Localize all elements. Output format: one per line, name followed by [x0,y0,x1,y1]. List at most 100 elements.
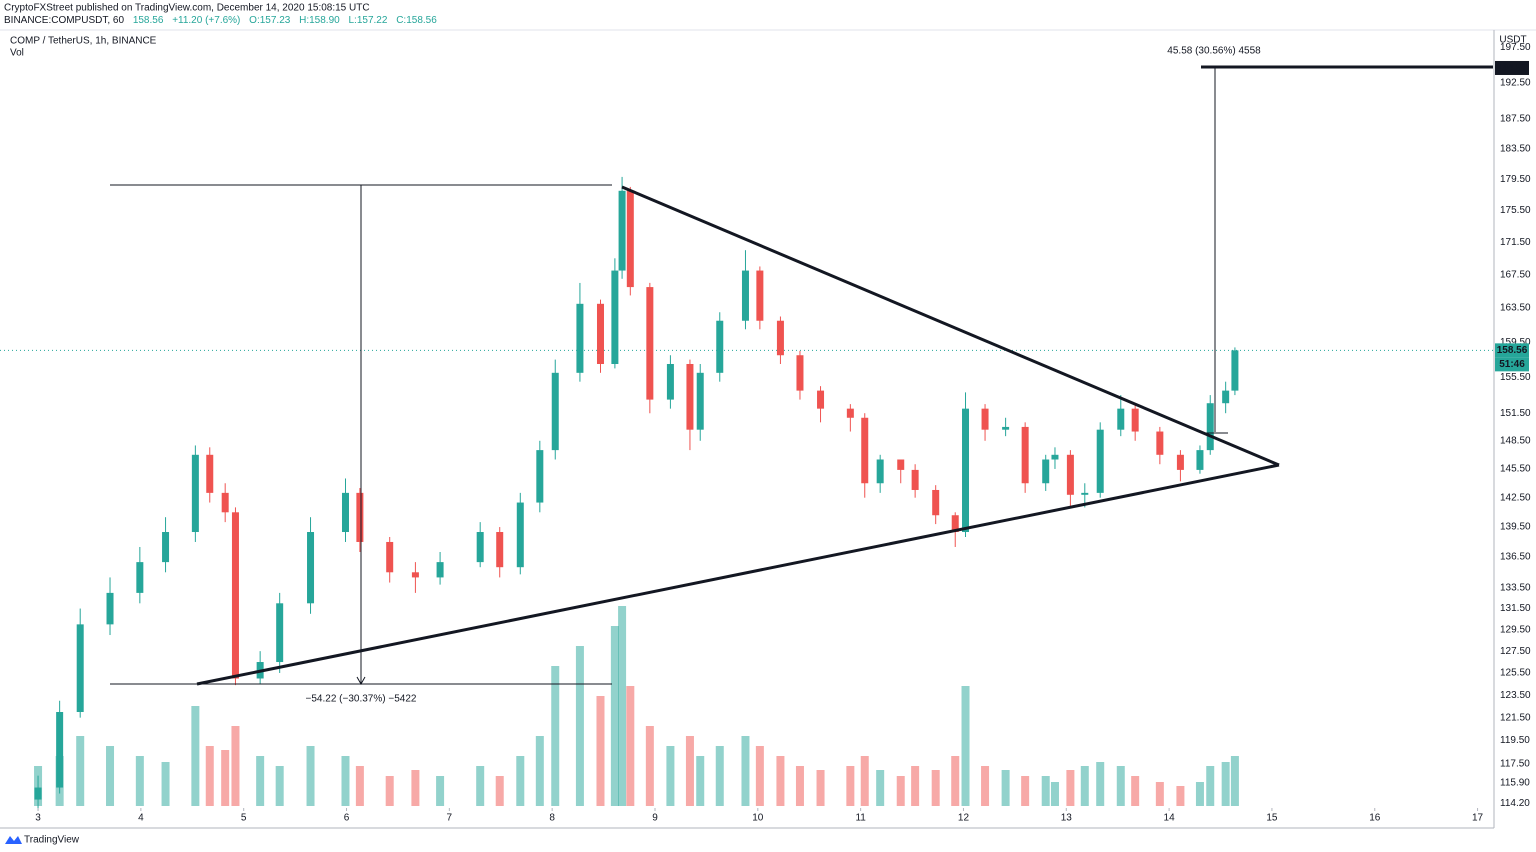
logo [5,836,22,844]
symbol: BINANCE:COMPUSDT, 60 [4,15,124,26]
volume-bar [626,686,635,806]
candle-body [618,190,626,271]
volume-bar [231,726,240,806]
volume-bar [846,766,855,806]
candle-body [276,603,284,663]
candle-body [1196,450,1204,470]
volume-bar [1131,776,1140,806]
volume-bar [1096,762,1105,806]
candle-body [191,454,199,533]
y-tick-label: 192.50 [1500,77,1531,88]
currency: USDT [1499,35,1526,46]
volume-bar [76,736,85,806]
candle-body [516,502,524,568]
volume-bar [610,626,619,806]
target-price-label: 194.57 [1497,63,1528,74]
candle-body [846,408,854,418]
low: L:157.22 [348,15,387,26]
y-tick-label: 171.50 [1500,237,1531,248]
volume-bar [516,756,525,806]
candle-body [34,787,42,800]
brand: TradingView [5,835,80,846]
candle-body [56,711,64,788]
open: O:157.23 [249,15,291,26]
volume-bar [535,736,544,806]
volume-bar [575,646,584,806]
volume-bar [476,766,485,806]
y-tick-label: 183.50 [1500,143,1531,154]
candle-body [307,532,315,604]
candle-body [646,287,654,400]
x-tick-label: 10 [752,813,764,824]
candle-body [776,320,784,356]
candle-body [1021,426,1029,484]
volume-bar [1176,786,1185,806]
volume-bar [776,756,785,806]
series [34,176,1239,811]
volume-bar [205,746,214,806]
candle-body [221,492,229,513]
candle-body [341,492,349,533]
y-tick-label: 121.50 [1500,712,1531,723]
candle-body [106,592,114,625]
y-tick-label: 187.50 [1500,114,1531,125]
volume-bar [135,756,144,806]
volume-bar [860,756,869,806]
candle-body [576,303,584,373]
y-tick-label: 115.90 [1500,777,1530,788]
volume-bar [741,736,750,806]
volume-bar [191,706,200,806]
candle-body [1222,390,1230,404]
volume-bar [696,756,705,806]
candle-body [932,489,940,516]
volume-bar [876,770,885,806]
y-tick-label: 145.50 [1500,464,1531,475]
volume-bar [1041,776,1050,806]
x-tick-label: 5 [241,813,247,824]
y-tick-label: 151.50 [1500,408,1531,419]
volume-bar [355,766,364,806]
drawings [110,65,1493,686]
volume-bar [275,766,284,806]
volume-bar [931,770,940,806]
triangle-resistance [621,185,1280,467]
candle-body [686,363,694,430]
candle-body [1117,408,1125,430]
y-tick-label: 175.50 [1500,205,1531,216]
close: C:158.56 [396,15,437,26]
candle-body [496,532,504,568]
candle-body [1231,350,1239,391]
volume-bar [896,776,905,806]
candle-body [411,572,419,578]
candle-body [136,562,144,593]
candle-body [1206,403,1214,451]
y-tick-label: 197.50 [1500,42,1531,53]
x-tick-label: 14 [1164,813,1176,824]
y-tick-label: 129.50 [1500,624,1531,635]
last-price-label: 158.56 [1497,345,1528,356]
candle-body [626,190,634,288]
high: H:158.90 [299,15,340,26]
x-tick-label: 15 [1266,813,1278,824]
volume-bar [961,686,970,806]
candle-body [536,450,544,503]
candle-body [76,624,84,712]
y-tick-label: 139.50 [1500,522,1531,533]
candle-body [596,303,604,364]
y-tick-label: 127.50 [1500,646,1531,657]
y-tick-label: 167.50 [1500,269,1531,280]
volume-bar [385,776,394,806]
candle-body [206,454,214,493]
candle-body [436,562,444,578]
volume-bar [596,696,605,806]
candle-body [551,372,559,451]
y-tick-label: 179.50 [1500,174,1531,185]
candle-body [716,320,724,373]
countdown-label: 51:46 [1499,359,1525,370]
published: CryptoFXStreet published on TradingView.… [4,3,370,14]
volume-bar [981,766,990,806]
volume-bar [161,762,170,806]
candle-body [1066,454,1074,495]
x-tick-label: 4 [138,813,144,824]
